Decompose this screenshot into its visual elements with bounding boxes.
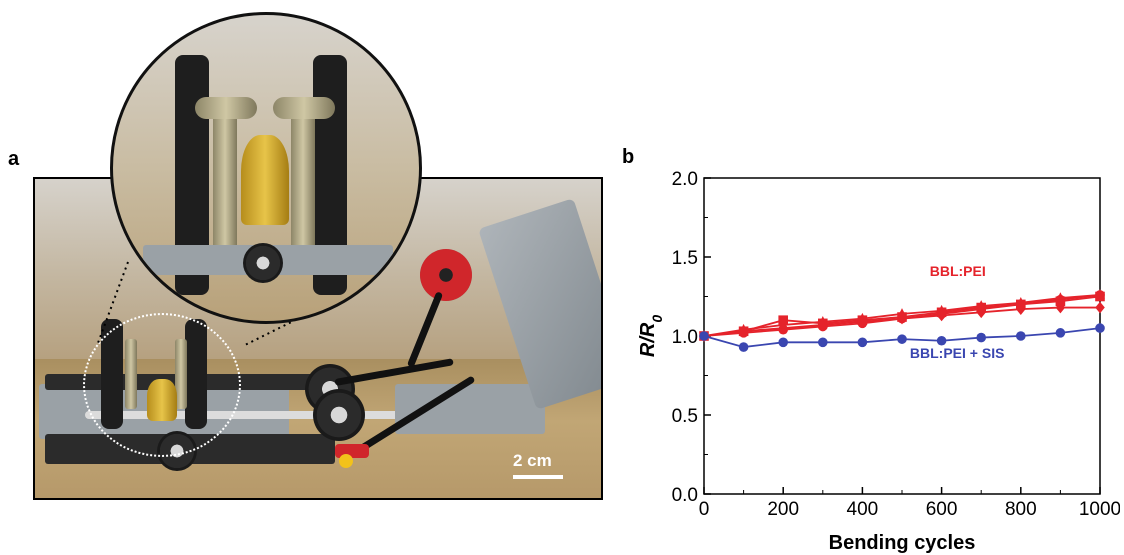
annotation-bbl-pei: BBL:PEI — [930, 263, 986, 279]
data-point — [936, 307, 947, 318]
x-tick-label: 400 — [847, 499, 879, 520]
data-point — [1095, 323, 1105, 333]
inset-knob-left — [195, 97, 257, 119]
x-tick-label: 1000 — [1079, 499, 1120, 520]
panel-a-label: a — [8, 148, 20, 170]
x-tick-label: 0 — [699, 499, 710, 520]
inset-knob-right — [273, 97, 335, 119]
data-point — [976, 332, 986, 343]
annotation-bbl-pei-sis: BBL:PEI + SIS — [910, 345, 1005, 361]
x-axis-title: Bending cycles — [829, 532, 976, 554]
inset-wheel — [243, 243, 283, 283]
x-tick-label: 800 — [1005, 499, 1037, 520]
data-point — [936, 335, 947, 346]
y-tick-label: 0.5 — [672, 406, 698, 427]
data-point — [1095, 301, 1105, 314]
resistance-chart: 0 200 400 600 800 1000 0.0 0.5 1.0 1.5 2.0 Bending… — [637, 169, 1120, 554]
inset-bent-sample — [241, 135, 289, 225]
data-point — [738, 326, 749, 337]
data-point — [976, 302, 986, 313]
panel-b-label: b — [622, 146, 635, 168]
red-drive-hub — [420, 249, 472, 301]
data-point — [778, 315, 788, 325]
zoom-line-left — [97, 261, 129, 344]
data-point — [818, 337, 828, 348]
data-point — [897, 334, 907, 344]
data-point — [778, 337, 788, 348]
chart-axes: 0 200 400 600 800 1000 0.0 0.5 1.0 1.5 2.0 — [672, 169, 1120, 520]
inset-screw-right — [291, 110, 315, 270]
scale-bar — [513, 475, 563, 479]
data-point — [1055, 328, 1066, 338]
y-tick-label: 2.0 — [672, 169, 698, 190]
scale-bar-label: 2 cm — [513, 451, 552, 470]
data-point — [699, 331, 709, 341]
data-point — [897, 312, 907, 322]
chart-series — [699, 289, 1105, 352]
x-tick-label: 600 — [926, 499, 958, 520]
y-tick-label: 1.5 — [672, 248, 698, 269]
inset-screw-left — [213, 110, 237, 270]
y-tick-label: 1.0 — [672, 327, 698, 348]
chart-labels: Bending cycles R/R0 BBL:PEI BBL:PEI + SIS — [637, 263, 1004, 554]
slide-rod — [85, 411, 515, 419]
data-point — [738, 342, 749, 352]
y-axis-title: R/R0 — [637, 315, 665, 357]
data-point — [857, 337, 868, 348]
x-tick-label: 200 — [767, 499, 799, 520]
data-point — [1016, 299, 1026, 310]
data-point — [1095, 291, 1105, 302]
yellow-pin — [339, 454, 353, 468]
data-point — [1055, 296, 1066, 307]
data-point — [818, 318, 828, 329]
y-tick-label: 0.0 — [672, 485, 698, 506]
zoom-inset — [110, 12, 422, 324]
data-point — [857, 315, 868, 325]
zoom-region-outline — [83, 313, 241, 457]
data-point — [1016, 331, 1026, 341]
pulley-wheel-lower — [313, 389, 365, 441]
